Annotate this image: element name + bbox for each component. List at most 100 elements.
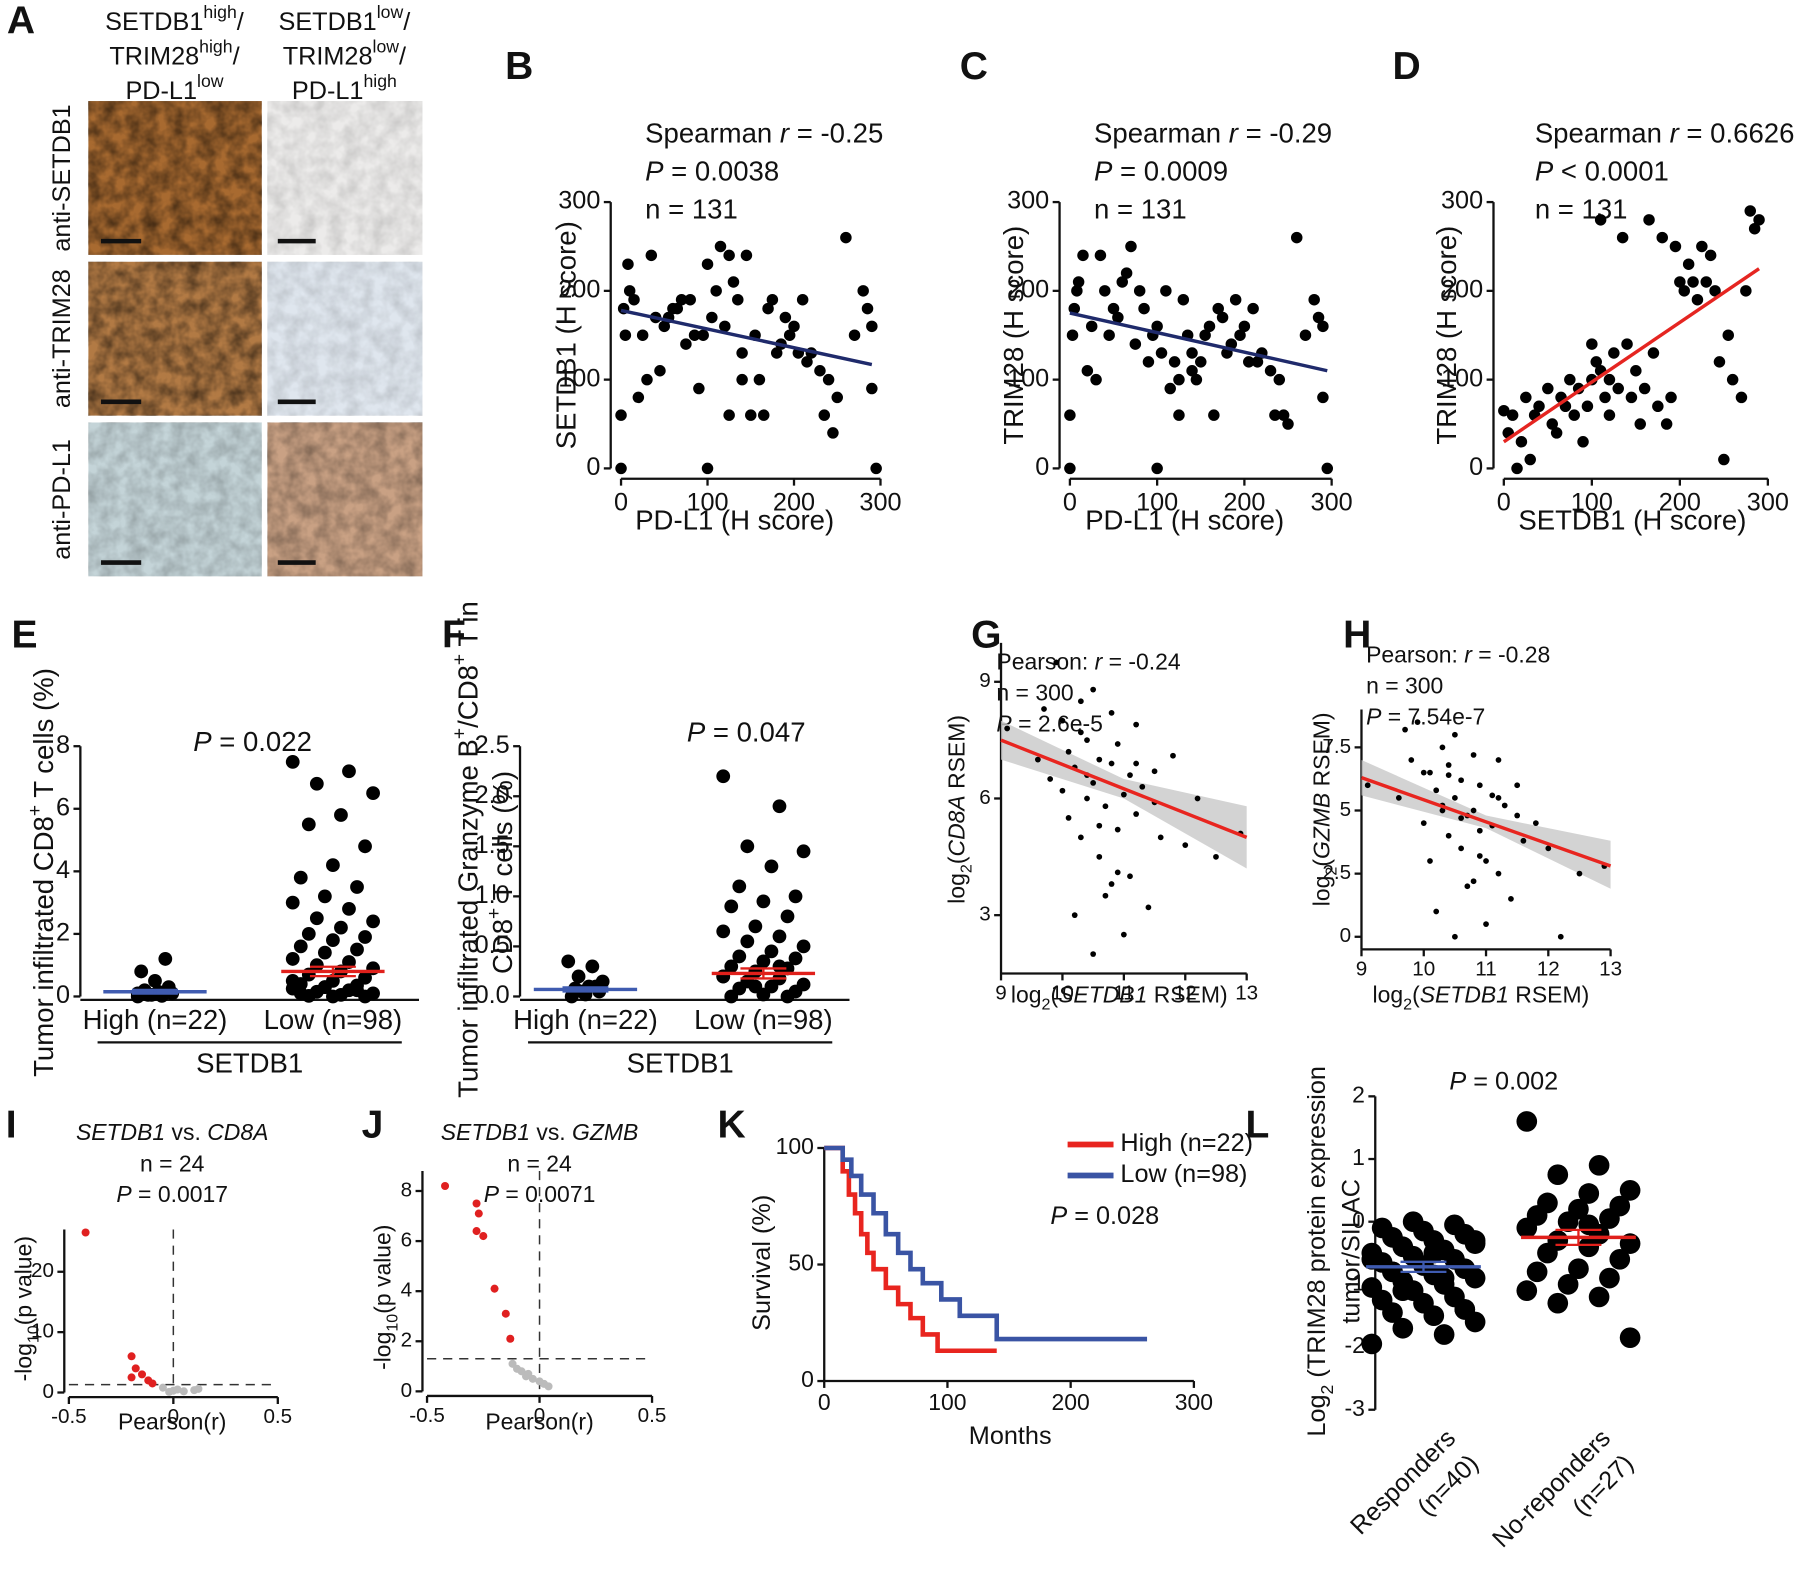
- data-point: [1208, 409, 1220, 421]
- data-point: [1696, 240, 1708, 253]
- regression-line: [1502, 267, 1761, 444]
- data-point: [1361, 1333, 1383, 1355]
- data-point: [1687, 276, 1699, 288]
- x-tick-label: 0.5: [263, 1405, 292, 1428]
- data-point: [748, 919, 763, 934]
- data-point: [1120, 267, 1133, 279]
- data-point: [1282, 418, 1294, 430]
- data-point: [1151, 768, 1158, 775]
- data-point: [1608, 347, 1620, 359]
- data-point: [766, 293, 779, 306]
- text-part: RSEM): [1509, 982, 1589, 1008]
- data-point: [645, 249, 658, 262]
- text-part: = 0.0038: [664, 156, 780, 187]
- data-point: [1059, 717, 1066, 724]
- y-axis-label: TRIM28 (H score): [998, 226, 1029, 445]
- panel-letter: J: [362, 1104, 384, 1147]
- y-tick-label: 3: [979, 903, 991, 926]
- ihc-images: [88, 101, 423, 577]
- data-point: [1581, 400, 1594, 413]
- data-point: [1177, 293, 1190, 306]
- data-point: [1065, 748, 1072, 755]
- data-point: [1682, 258, 1695, 270]
- data-point: [1420, 820, 1427, 826]
- text-part: TRIM28: [283, 42, 373, 70]
- data-point: [727, 276, 740, 288]
- annotation: P = 7.54e-7: [1366, 704, 1485, 730]
- text-part: 2: [1403, 996, 1412, 1014]
- data-point: [1290, 231, 1303, 244]
- data-point: [801, 356, 813, 368]
- y-tick-label: 0.0: [475, 981, 510, 1009]
- text-part: (: [944, 856, 970, 864]
- data-point: [1464, 883, 1471, 890]
- data-point: [571, 969, 586, 984]
- data-point: [1621, 338, 1633, 350]
- text-part: RSEM): [944, 715, 970, 795]
- data-point: [732, 293, 744, 306]
- text-part: +: [484, 908, 505, 919]
- annotation: Spearman r = -0.29: [1094, 118, 1332, 149]
- text-part: = 7.54e-7: [1381, 704, 1485, 730]
- data-point: [342, 901, 356, 916]
- data-point: [1546, 418, 1558, 430]
- data-point: [165, 1387, 174, 1396]
- data-point: [1557, 1211, 1579, 1233]
- text-part: -log: [370, 1332, 396, 1370]
- legend-label: Low (n=98): [1120, 1160, 1247, 1188]
- data-point: [1532, 820, 1539, 826]
- y-tick-label: 8: [56, 731, 70, 759]
- y-tick-label: 1.0: [475, 881, 510, 909]
- data-point: [1501, 802, 1508, 809]
- data-point: [1516, 1217, 1538, 1239]
- text-part: r: [1229, 118, 1240, 149]
- data-point: [1238, 320, 1251, 333]
- regression-line: [1069, 311, 1328, 373]
- y-tick-label: 50: [788, 1250, 814, 1276]
- data-point: [474, 1209, 483, 1218]
- annotation: Spearman r = -0.25: [645, 118, 883, 149]
- data-point: [1524, 453, 1536, 466]
- text-part: P: [1094, 156, 1113, 187]
- text-part: P: [1449, 1067, 1466, 1095]
- data-point: [134, 964, 149, 979]
- ihc-texture: [267, 101, 423, 255]
- data-point: [1099, 285, 1111, 297]
- data-point: [285, 973, 300, 988]
- data-point: [1133, 811, 1140, 817]
- text-part: log: [1373, 982, 1404, 1008]
- data-point: [1709, 285, 1721, 297]
- data-point: [1212, 302, 1224, 315]
- data-point: [723, 409, 735, 421]
- data-point: [1277, 409, 1290, 421]
- y-axis-label: Log2 (TRIM28 protein expression: [1303, 1066, 1337, 1437]
- data-point: [1616, 231, 1629, 244]
- data-point: [831, 391, 843, 404]
- data-point: [285, 895, 300, 910]
- data-point: [1740, 285, 1752, 297]
- data-point: [1194, 795, 1201, 802]
- data-point: [1458, 815, 1464, 821]
- annotation: P < 0.0001: [1535, 156, 1669, 187]
- data-point: [1041, 706, 1047, 712]
- x-axis-label: log2(SETDB1 RSEM): [1373, 982, 1590, 1014]
- x-tick-label: 12: [1174, 982, 1197, 1005]
- data-point: [1392, 1317, 1414, 1339]
- data-point: [1520, 391, 1532, 404]
- x-axis-label: SETDB1 (H score): [1518, 505, 1746, 536]
- data-point: [1588, 1154, 1610, 1176]
- data-point: [671, 302, 683, 315]
- data-point: [866, 382, 878, 395]
- regression-line: [620, 308, 873, 367]
- data-point: [137, 1370, 147, 1379]
- annotation: Pearson: r = -0.28: [1366, 642, 1550, 668]
- data-point: [1160, 285, 1172, 297]
- data-point: [131, 1364, 140, 1373]
- data-point: [1247, 302, 1259, 315]
- y-tick-label: 0: [1035, 453, 1049, 481]
- data-point: [342, 764, 356, 779]
- data-point: [1557, 933, 1564, 940]
- data-point: [1312, 311, 1325, 324]
- data-point: [822, 373, 835, 386]
- data-point: [194, 1384, 203, 1393]
